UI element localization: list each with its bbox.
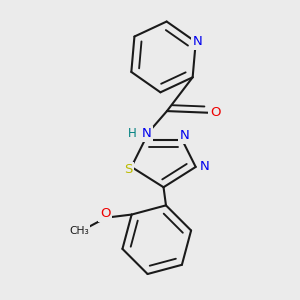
Text: O: O bbox=[100, 207, 111, 220]
Text: S: S bbox=[124, 163, 132, 176]
Text: N: N bbox=[193, 35, 202, 48]
Text: N: N bbox=[142, 127, 152, 140]
Text: N: N bbox=[180, 129, 190, 142]
Text: H: H bbox=[128, 127, 136, 140]
Text: N: N bbox=[199, 160, 209, 173]
Text: CH₃: CH₃ bbox=[69, 226, 89, 236]
Text: O: O bbox=[210, 106, 220, 118]
